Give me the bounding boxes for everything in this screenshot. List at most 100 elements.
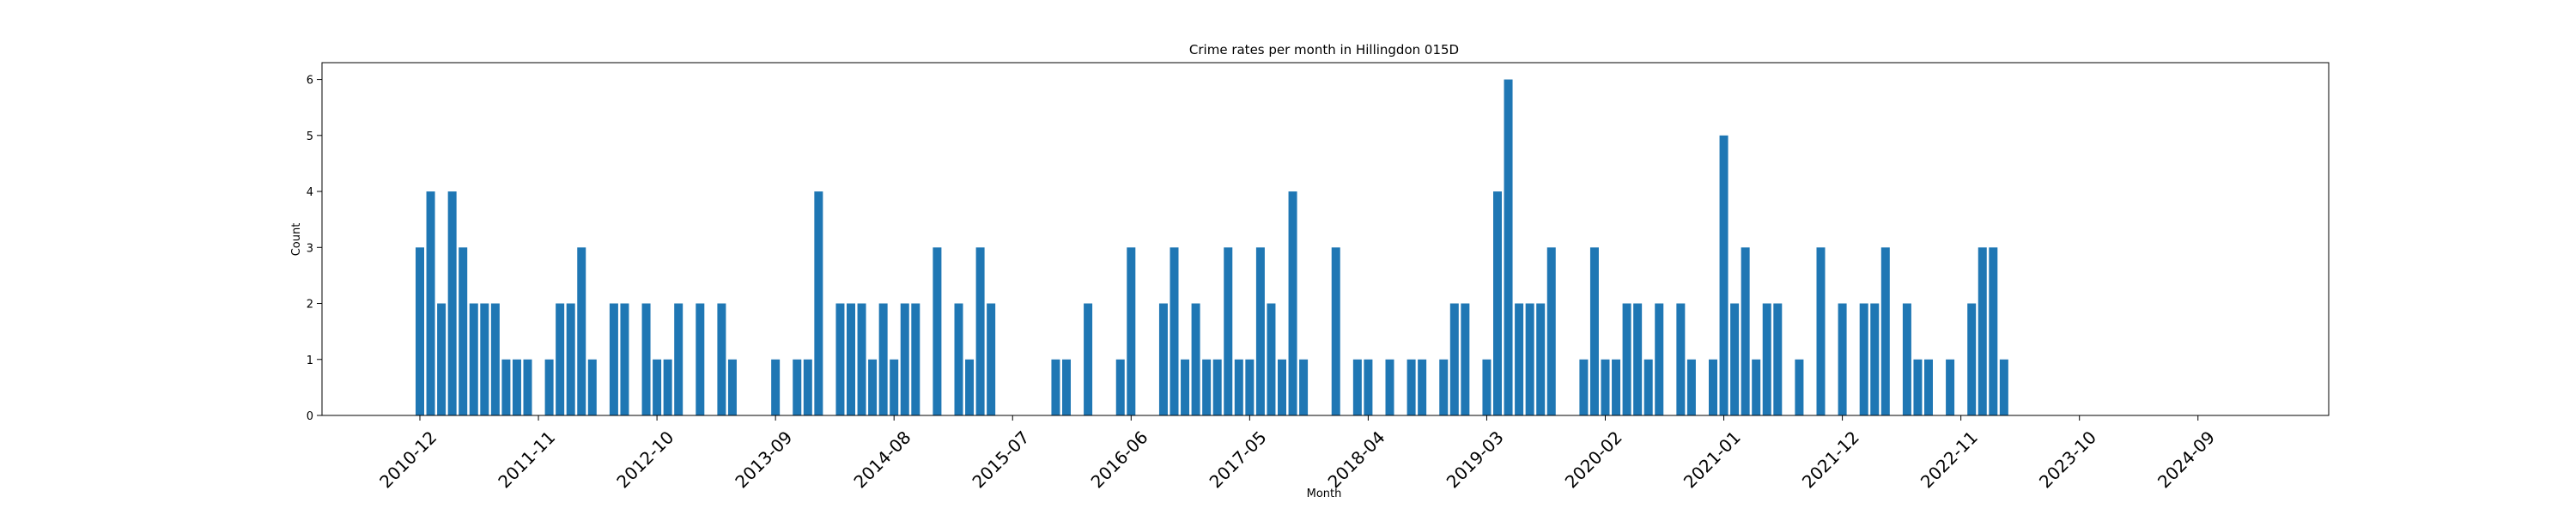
bar	[803, 359, 812, 415]
bar	[609, 303, 618, 415]
y-tick-label: 4	[307, 186, 313, 199]
bar	[1212, 359, 1222, 415]
bar	[696, 303, 705, 415]
y-tick-label: 2	[307, 299, 313, 312]
bar	[1115, 359, 1125, 415]
x-tick-label: 2020-02	[1561, 427, 1626, 492]
bar	[1051, 359, 1060, 415]
bar	[1655, 303, 1664, 415]
bar	[426, 191, 435, 416]
bar	[1331, 247, 1340, 415]
bar	[878, 303, 888, 415]
bar	[1686, 359, 1696, 415]
bar	[1579, 359, 1589, 415]
bar	[911, 303, 920, 415]
bar	[1158, 303, 1168, 415]
bar	[1730, 303, 1740, 415]
bar	[1999, 359, 2008, 415]
bar	[1406, 359, 1416, 415]
x-tick-label: 2022-11	[1917, 427, 1982, 492]
bar	[1482, 359, 1492, 415]
bar	[1589, 247, 1599, 415]
y-tick-label: 5	[307, 130, 313, 143]
bar	[771, 359, 781, 415]
bar	[1191, 303, 1200, 415]
bar	[1816, 247, 1826, 415]
bar	[868, 359, 878, 415]
x-tick-label: 2011-11	[494, 427, 559, 492]
bar	[1181, 359, 1190, 415]
x-tick-label: 2024-09	[2154, 427, 2219, 492]
bar	[1267, 303, 1276, 415]
bar	[512, 359, 521, 415]
x-tick-label: 2017-05	[1206, 427, 1271, 492]
bar	[835, 303, 845, 415]
bar	[1913, 359, 1923, 415]
bar	[566, 303, 575, 415]
bar	[1880, 247, 1890, 415]
x-tick-label: 2021-01	[1680, 427, 1745, 492]
x-tick-label: 2023-10	[2035, 427, 2100, 492]
bar	[1234, 359, 1243, 415]
bar	[1924, 359, 1933, 415]
bar	[1255, 247, 1265, 415]
bar	[900, 303, 909, 415]
bar	[1752, 359, 1761, 415]
bar	[1902, 303, 1911, 415]
bar	[674, 303, 683, 415]
bar	[1299, 359, 1309, 415]
bar	[975, 247, 985, 415]
bar	[1946, 359, 1955, 415]
x-tick-label: 2012-10	[612, 427, 677, 492]
bar	[437, 303, 447, 415]
y-tick-label: 0	[307, 410, 313, 423]
bar	[663, 359, 672, 415]
bar	[1546, 247, 1556, 415]
bar	[987, 303, 996, 415]
bar	[1127, 247, 1136, 415]
bar	[1967, 303, 1977, 415]
x-tick-label: 2010-12	[375, 427, 440, 492]
bar	[1859, 303, 1868, 415]
bar	[814, 191, 823, 416]
bar	[1719, 135, 1728, 415]
bar	[1352, 359, 1362, 415]
bar	[1762, 303, 1771, 415]
x-axis: 2010-12 2011-11 2012-10 2013-09 2014-08 2015-…	[375, 415, 2219, 492]
bar	[857, 303, 866, 415]
bar	[1601, 359, 1610, 415]
bar	[1062, 359, 1071, 415]
y-tick-label: 6	[307, 75, 313, 88]
y-tick-label: 1	[307, 354, 313, 367]
x-tick-label: 2016-06	[1087, 427, 1152, 492]
bar	[1536, 303, 1546, 415]
bars-group	[416, 79, 2008, 416]
y-axis-label: Count	[290, 223, 303, 257]
bar	[890, 359, 899, 415]
bar	[1449, 303, 1459, 415]
bar	[1978, 247, 1987, 415]
y-tick-label: 3	[307, 242, 313, 255]
bar	[556, 303, 565, 415]
bar	[793, 359, 802, 415]
bar	[1709, 359, 1717, 415]
bar	[1461, 303, 1470, 415]
bar	[1493, 191, 1502, 416]
y-axis: 0 1 2 3 4 5 6	[307, 75, 322, 423]
bar	[1288, 191, 1297, 416]
x-tick-label: 2013-09	[731, 427, 796, 492]
bar	[459, 247, 468, 415]
bar	[480, 303, 489, 415]
bar	[544, 359, 554, 415]
bar	[1622, 303, 1631, 415]
bar	[1202, 359, 1212, 415]
bar	[447, 191, 457, 416]
bar	[847, 303, 855, 415]
bar	[1795, 359, 1804, 415]
bar	[577, 247, 586, 415]
bar	[1224, 247, 1233, 415]
x-axis-label: Month	[1307, 488, 1342, 500]
bar	[501, 359, 511, 415]
bar	[1773, 303, 1783, 415]
bar	[1278, 359, 1286, 415]
